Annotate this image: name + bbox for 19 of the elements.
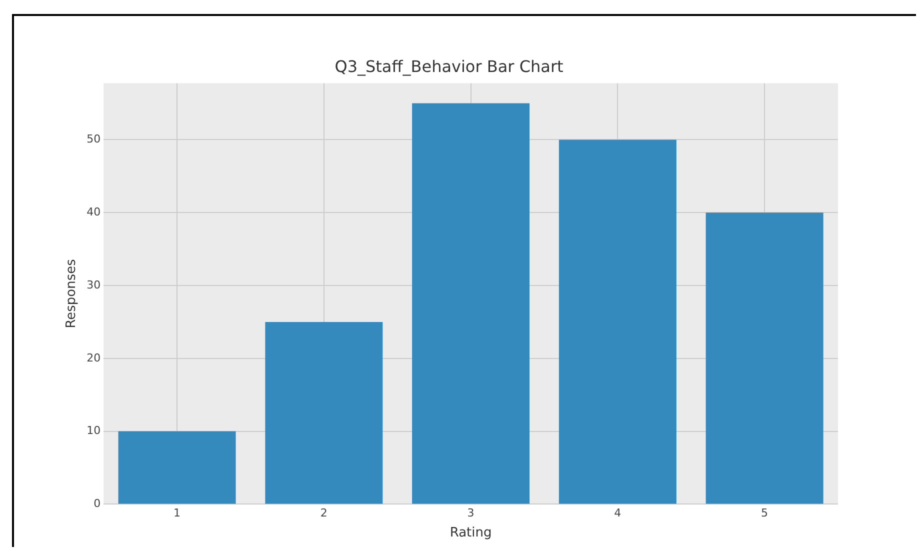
x-tick-label: 4 [614,506,622,520]
bar [412,103,530,504]
chart-title: Q3_Staff_Behavior Bar Chart [334,56,564,76]
y-axis-title: Responses [64,258,80,328]
y-tick-label: 10 [86,424,101,438]
bar [265,322,383,504]
y-tick-label: 0 [94,497,101,510]
y-tick-label: 30 [86,278,101,292]
y-tick-label: 40 [86,205,101,218]
x-tick-label: 2 [320,506,328,520]
y-tick-label: 50 [86,132,101,146]
x-tick-label: 1 [174,506,181,520]
bar [706,212,824,504]
y-tick-label: 20 [86,351,101,364]
bar [118,431,236,504]
bar [558,140,676,504]
x-tick-label: 3 [467,506,474,520]
x-axis-title: Rating [450,526,492,541]
x-tick-label: 5 [761,506,768,520]
